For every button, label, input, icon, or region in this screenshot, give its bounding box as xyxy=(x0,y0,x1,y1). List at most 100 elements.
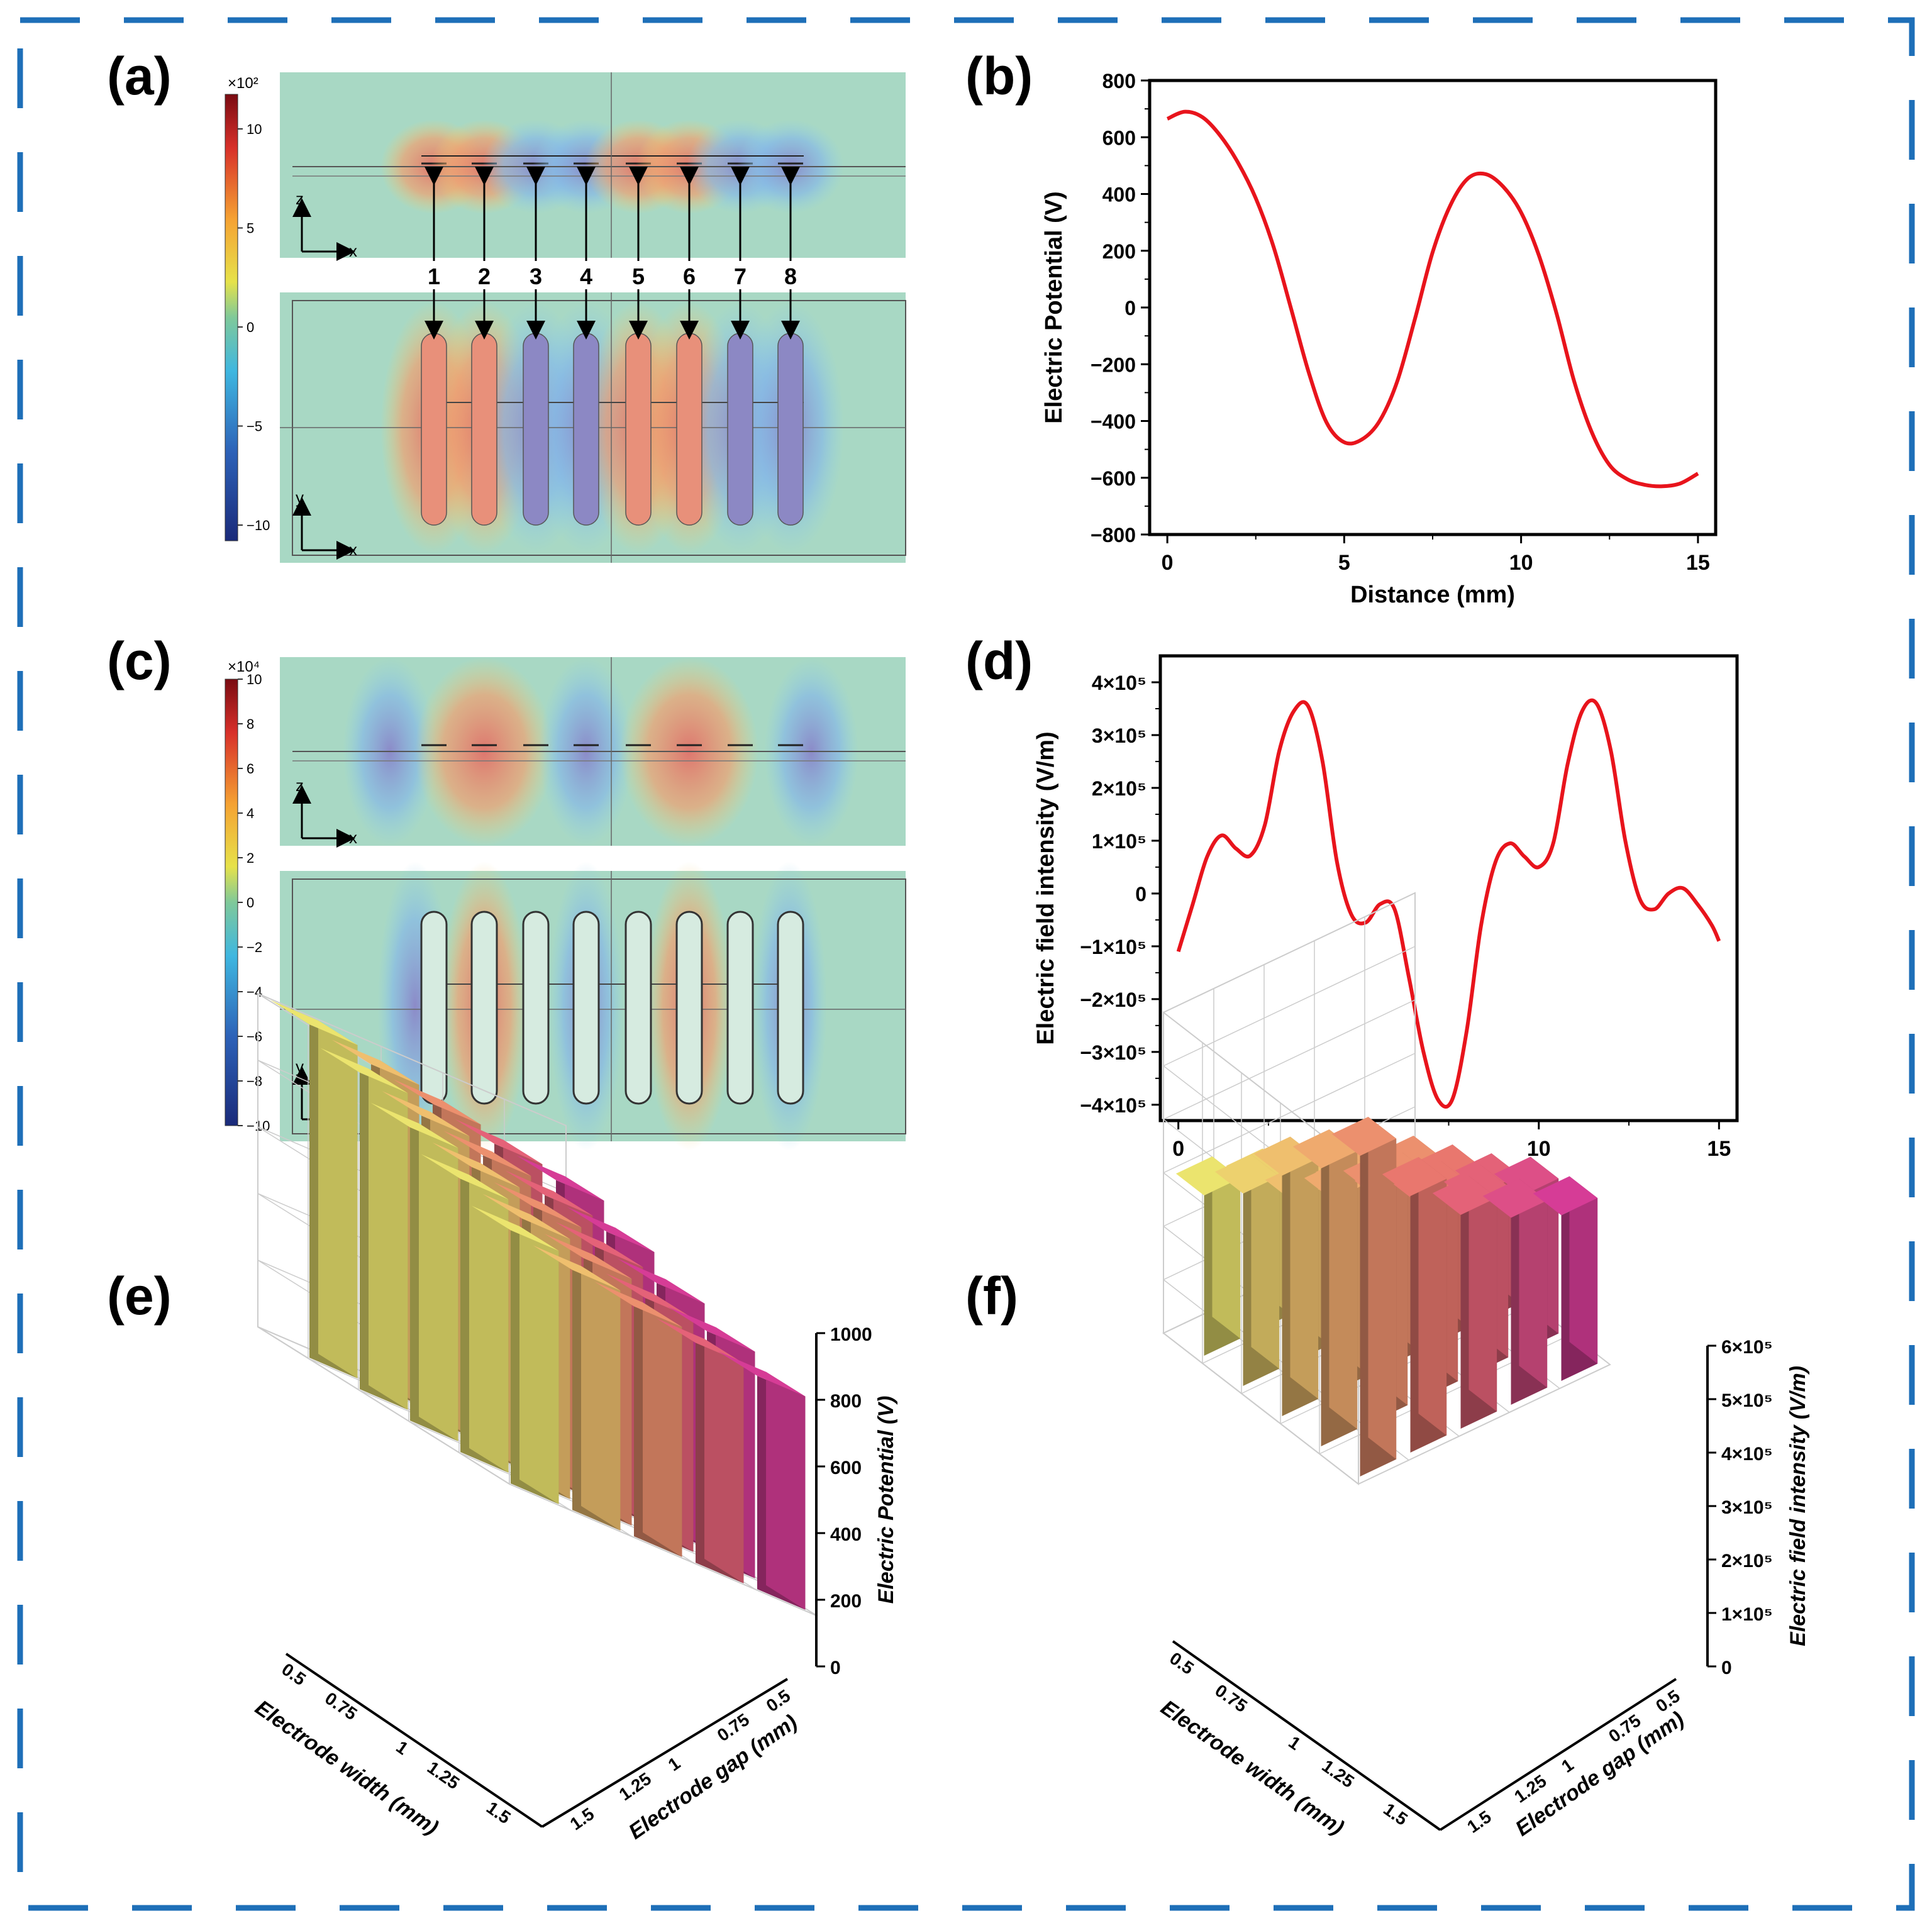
bar-front xyxy=(1418,1157,1447,1436)
z-tick-label: 600 xyxy=(830,1458,862,1478)
bar-top xyxy=(617,1258,705,1304)
electrode-strip xyxy=(676,333,702,526)
bar-top xyxy=(270,1000,358,1045)
colorbar-tick-label: 0 xyxy=(247,895,254,911)
bar-top xyxy=(443,1131,531,1177)
gap-tick-label: 1 xyxy=(665,1753,684,1775)
x-tick-label: 0 xyxy=(1172,1137,1184,1161)
dashed-frame xyxy=(17,17,1915,1911)
colorbar-tick-label: 10 xyxy=(247,672,262,687)
electrodes-a: 1 2 3 4 5 6 7 8 xyxy=(421,167,804,526)
electrode-number: 3 xyxy=(530,263,542,289)
colorbar-tick-label: 0 xyxy=(247,319,254,335)
y-tick-label: 200 xyxy=(1102,240,1136,263)
panel-d-label: (d) xyxy=(965,631,1033,690)
y-tick-label: −600 xyxy=(1091,467,1136,490)
bar-front xyxy=(766,1371,806,1610)
bar-top xyxy=(718,1351,806,1397)
width-tick-label: 0.75 xyxy=(321,1688,360,1724)
bar-top xyxy=(1432,1176,1497,1215)
bar-top xyxy=(656,1318,744,1364)
electrode-number: 2 xyxy=(478,263,491,289)
gap-axis xyxy=(1439,1678,1677,1831)
x-tick-label: 15 xyxy=(1686,551,1710,575)
bar-front xyxy=(369,1068,408,1410)
width-tick-label: 1.25 xyxy=(424,1758,463,1793)
colorbar-tick-label: 6 xyxy=(247,761,254,777)
bar-top xyxy=(505,1170,593,1216)
electrode-strip xyxy=(572,911,600,1105)
z-axis-title: Electric Potential (V) xyxy=(874,1396,898,1604)
bar-top xyxy=(1482,1178,1548,1218)
bar-front xyxy=(318,1020,358,1378)
bar-top xyxy=(606,1273,694,1319)
width-tick-label: 1.5 xyxy=(483,1798,514,1828)
width-tick-label: 0.75 xyxy=(1211,1680,1250,1716)
grid-line xyxy=(1163,1053,1416,1173)
colorbar-tick-label: −4 xyxy=(247,984,262,1000)
bar-top xyxy=(1214,1155,1280,1194)
colorbar-tick-label: −2 xyxy=(247,939,262,955)
y-tick-label: 800 xyxy=(1102,70,1136,92)
bar-top xyxy=(1175,1156,1241,1195)
z-tick-label: 3×10⁵ xyxy=(1721,1497,1773,1518)
y-tick-label: 3×10⁵ xyxy=(1092,724,1146,747)
bar-front xyxy=(519,1226,559,1504)
chart-e: 0 200 400 600 800 1000 Electric Potential (V) 0… xyxy=(251,992,898,1844)
colorbar-tick-label: −6 xyxy=(247,1029,262,1044)
y-tick-label: −2×10⁵ xyxy=(1080,989,1146,1011)
chart-b: 0 5 10 15 −800 −600 −400 −200 0 200 400 600 800 Dista… xyxy=(1041,70,1718,608)
width-axis xyxy=(1172,1640,1441,1831)
colorbar-a-exponent: ×10² xyxy=(228,75,258,92)
grid-line xyxy=(1163,999,1416,1120)
y-tick-label: 1×10⁵ xyxy=(1092,830,1146,853)
y-tick-label: −4×10⁵ xyxy=(1080,1094,1146,1117)
z-tick-label: 0 xyxy=(1721,1658,1732,1678)
z-tick-label: 1×10⁵ xyxy=(1721,1604,1773,1625)
bar-front xyxy=(643,1302,682,1557)
bar-top xyxy=(1382,1157,1447,1196)
plot-frame xyxy=(1158,654,1739,1122)
panel-a: (a) ×10² 10 5 0 −5 −10 z x 1 2 3 4 5 6 7 8 y x xyxy=(107,47,906,563)
width-axis-title: Electrode width (mm) xyxy=(1157,1695,1348,1839)
electrode-strip xyxy=(726,911,754,1105)
series-line xyxy=(1176,698,1721,1109)
axis-label-x: x xyxy=(349,828,357,847)
width-tick-label: 1.5 xyxy=(1380,1799,1411,1829)
bar-top xyxy=(594,1282,682,1327)
colorbar-tick-label: 8 xyxy=(247,716,254,732)
y-tick-label: −1×10⁵ xyxy=(1080,936,1146,958)
electrode-strip xyxy=(625,911,652,1105)
width-tick-label: 1.25 xyxy=(1318,1756,1357,1792)
axis-indicator-a-bottom: y x xyxy=(292,488,357,560)
panel-e-label: (e) xyxy=(107,1266,172,1326)
bar-top xyxy=(567,1207,655,1253)
z-tick-label: 2×10⁵ xyxy=(1721,1551,1773,1571)
x-tick-label: 5 xyxy=(1338,551,1350,575)
axis-label-z: z xyxy=(296,776,304,795)
x-tick-label: 15 xyxy=(1707,1137,1731,1161)
colorbar-tick-label: 4 xyxy=(247,806,254,821)
bar-front xyxy=(1251,1155,1280,1369)
z-tick-label: 400 xyxy=(830,1524,862,1545)
electrode-strip xyxy=(522,911,550,1105)
panel-c-label: (c) xyxy=(107,631,172,690)
bar-front xyxy=(1212,1156,1241,1339)
chart-d: 051015−4×10⁵−3×10⁵−2×10⁵−1×10⁵01×10⁵2×10… xyxy=(1033,654,1739,1194)
y-tick-label: −800 xyxy=(1091,524,1136,546)
bar-top xyxy=(1331,1117,1397,1156)
bar-front xyxy=(1329,1129,1358,1429)
bar-front xyxy=(419,1123,458,1441)
electrode-strip xyxy=(777,911,804,1105)
axis-label-x: x xyxy=(349,540,357,559)
y-tick-label: −400 xyxy=(1091,411,1136,433)
axis-label-y: y xyxy=(296,488,304,507)
gap-axis xyxy=(541,1678,789,1828)
grid-line xyxy=(1163,946,1416,1066)
electrode-strip xyxy=(421,333,447,526)
bar-front xyxy=(1290,1136,1319,1399)
y-tick-label: 4×10⁵ xyxy=(1092,672,1146,694)
bar-top xyxy=(516,1155,604,1201)
bar-top xyxy=(482,1194,570,1239)
